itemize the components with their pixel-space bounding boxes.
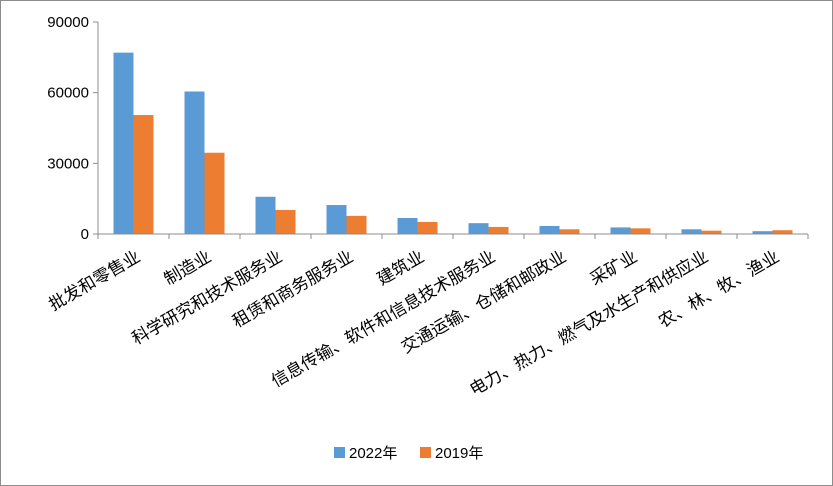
category-label: 制造业 <box>161 247 215 290</box>
category-label: 农、林、牧、渔业 <box>655 247 783 332</box>
bar-series-2022 <box>326 205 347 234</box>
y-tick-label: 90000 <box>47 14 89 31</box>
bar-series-2019 <box>133 115 154 234</box>
bar-series-2019 <box>772 230 793 234</box>
y-ticks-layer: 0 30000 60000 90000 <box>47 14 98 243</box>
legend-swatch <box>334 447 345 458</box>
bar-series-2019 <box>204 152 225 234</box>
bar-series-2022 <box>610 227 631 234</box>
category-label: 采矿业 <box>587 247 641 290</box>
legend: 2022年 2019年 <box>334 445 483 462</box>
bar-series-2022 <box>255 196 276 234</box>
category-label: 建筑业 <box>374 247 428 290</box>
bar-series-2022 <box>397 217 418 234</box>
y-tick-label: 30000 <box>47 155 89 172</box>
bar-series-2019 <box>701 230 722 234</box>
legend-swatch <box>420 447 431 458</box>
bar-series-2022 <box>468 223 489 234</box>
bar-series-2022 <box>752 231 773 234</box>
category-label: 租赁和商务服务业 <box>229 247 357 332</box>
legend-label: 2019年 <box>435 445 483 462</box>
bar-series-2019 <box>559 229 580 234</box>
y-tick-label: 60000 <box>47 85 89 102</box>
bar-series-2022 <box>113 52 134 234</box>
bar-series-2022 <box>539 225 560 234</box>
x-ticks-layer <box>97 234 809 239</box>
legend-label: 2022年 <box>349 445 397 462</box>
bar-series-2019 <box>630 228 651 234</box>
bar-series-2022 <box>184 91 205 234</box>
y-tick-label: 0 <box>81 226 89 243</box>
bar-series-2019 <box>488 226 509 234</box>
bar-series-2019 <box>346 215 367 234</box>
category-label: 批发和零售业 <box>46 247 144 315</box>
bar-series-2019 <box>275 209 296 234</box>
bar-series-2022 <box>681 229 702 234</box>
bars-layer <box>113 52 793 234</box>
bar-series-2019 <box>417 221 438 234</box>
